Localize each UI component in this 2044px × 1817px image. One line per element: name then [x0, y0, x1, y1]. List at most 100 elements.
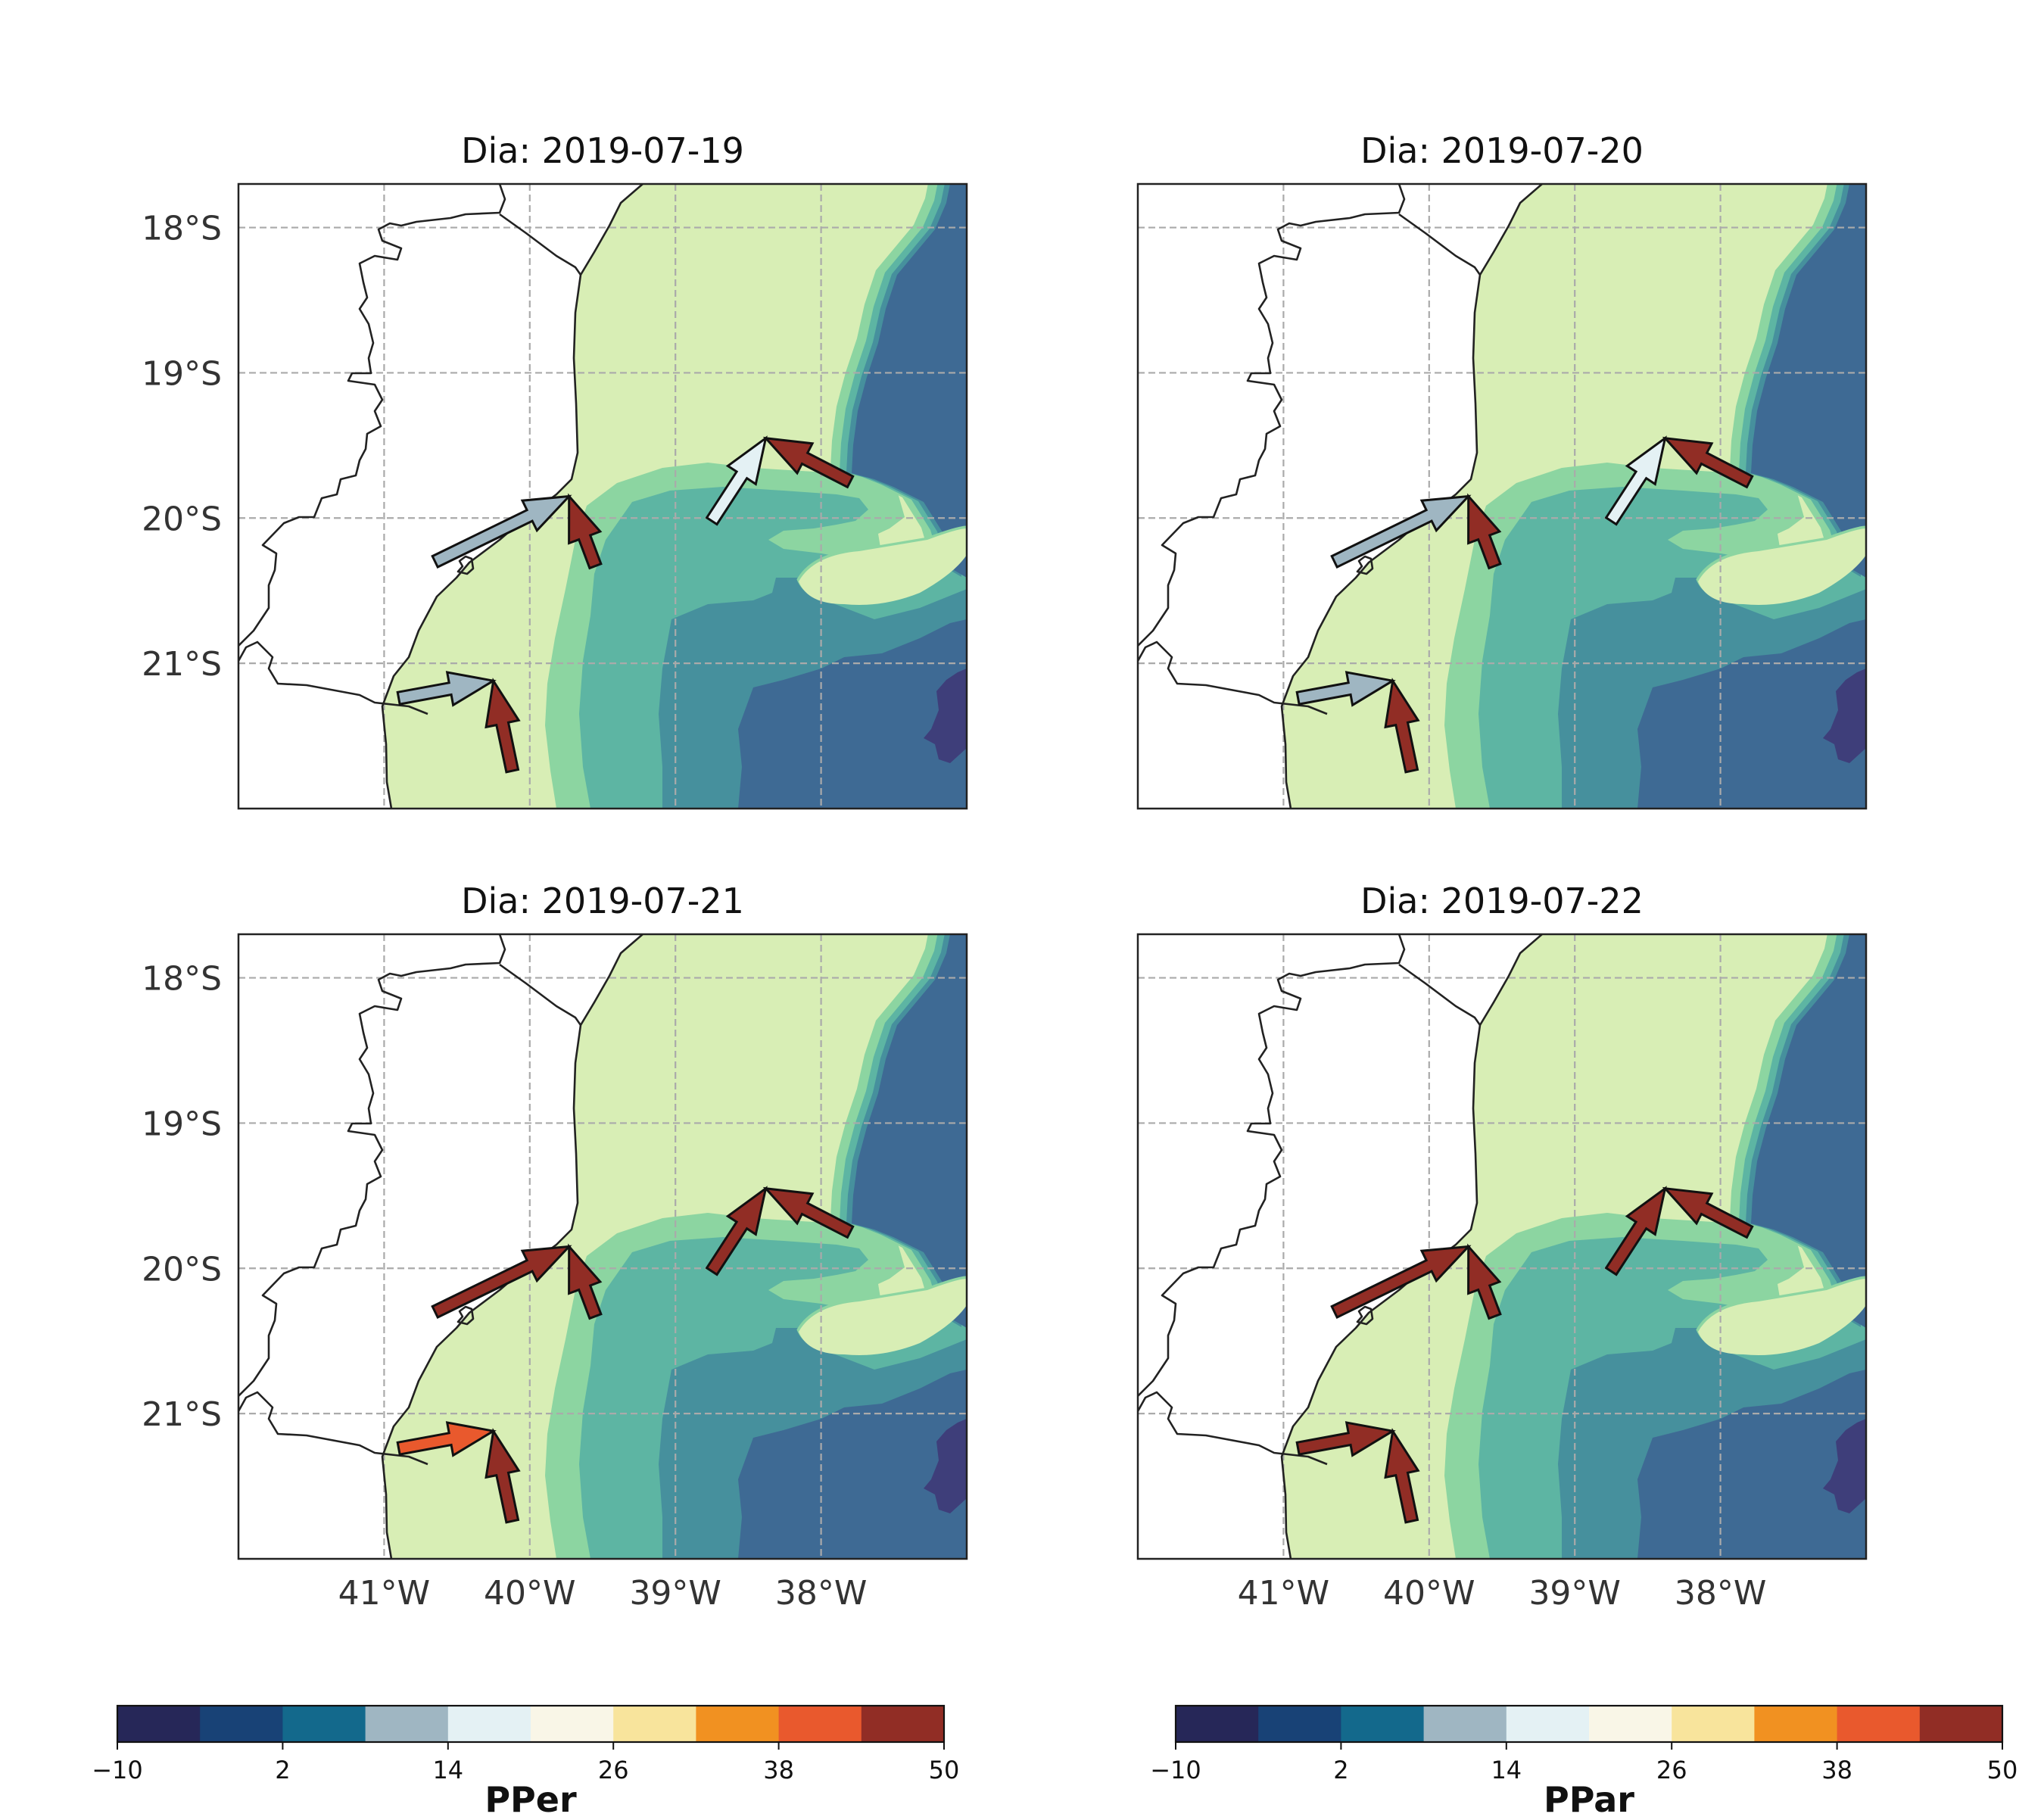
colorbar-tick-label: 38 — [1821, 1756, 1852, 1784]
state-border — [499, 963, 582, 1026]
lon-tick-label: 41°W — [338, 1574, 431, 1613]
deepest-patch — [924, 1419, 967, 1513]
colorbar-tick-label: 26 — [598, 1756, 629, 1784]
colorbars: −10 2 14 26 38 50 PPer −10 2 14 26 38 50 PPar — [92, 1704, 2018, 1817]
colorbar-swatch — [531, 1706, 614, 1742]
colorbar-swatch — [1837, 1706, 1921, 1742]
colorbar-tick-label: 14 — [1491, 1756, 1522, 1784]
open-ocean-south — [1637, 934, 1866, 1559]
state-border — [238, 640, 428, 715]
colorbar-swatch — [778, 1706, 862, 1742]
flow-arrow-6 — [485, 1428, 521, 1524]
lat-tick-label: 20°S — [142, 1250, 222, 1289]
lat-tick-label: 20°S — [142, 500, 222, 538]
map-panel-4: Dia: 2019-07-22 41°W 40°W 39°W 38°W — [1136, 880, 1868, 1613]
colorbar-swatch — [1919, 1706, 2003, 1742]
lon-tick-label: 40°W — [484, 1574, 576, 1613]
map-frame — [237, 182, 968, 810]
lat-tick-label: 18°S — [142, 960, 222, 999]
flow-arrow-6 — [485, 678, 521, 774]
colorbar-tick-label: 26 — [1656, 1756, 1687, 1784]
flow-arrow-6 — [1384, 1428, 1420, 1524]
flow-arrow-3 — [1604, 1186, 1667, 1276]
flow-arrow-5 — [396, 671, 497, 707]
bay-outline — [1356, 1305, 1374, 1326]
lon-tick-label: 39°W — [1528, 1574, 1621, 1613]
flow-arrow-5 — [396, 1421, 497, 1457]
colorbar-swatch — [861, 1706, 945, 1742]
colorbar-tick-label: −10 — [92, 1756, 143, 1784]
flow-arrow-1 — [1330, 1245, 1472, 1320]
colorbar-2: −10 2 14 26 38 50 PPar — [1150, 1704, 2018, 1817]
open-ocean-northeast — [852, 184, 967, 578]
gridlines — [1138, 934, 1866, 1559]
map-frame — [1136, 182, 1868, 810]
flow-arrow-2 — [1467, 1243, 1502, 1320]
lon-tick-label: 40°W — [1383, 1574, 1475, 1613]
colorbar-tick-label: 50 — [929, 1756, 960, 1784]
map-panel-1: Dia: 2019-07-19 18°S 19°S 20°S 21°S — [142, 130, 968, 810]
colorbar-frame — [116, 1704, 946, 1744]
panel-title: Dia: 2019-07-22 — [1360, 880, 1644, 921]
flow-arrow-6 — [1384, 678, 1420, 774]
flow-arrow-4 — [762, 436, 855, 489]
state-border — [1398, 963, 1482, 1026]
state-border — [238, 184, 506, 647]
plume — [1698, 1279, 1866, 1355]
state-border — [1138, 1391, 1328, 1466]
flow-arrow-4 — [1662, 436, 1754, 489]
lat-tick-label: 21°S — [142, 1395, 222, 1434]
flow-arrow-1 — [431, 494, 572, 569]
colorbar-swatch — [1341, 1706, 1425, 1742]
panel-title: Dia: 2019-07-19 — [461, 130, 744, 171]
flow-arrow-3 — [705, 1186, 768, 1276]
flow-arrow-3 — [705, 435, 768, 526]
lat-tick-label: 18°S — [142, 210, 222, 248]
flow-arrow-1 — [1330, 494, 1472, 569]
land — [1138, 934, 1542, 1559]
map-frame — [1136, 933, 1868, 1560]
colorbar-swatch — [1672, 1706, 1755, 1742]
gridlines — [238, 184, 967, 809]
colorbar-swatch — [117, 1706, 201, 1742]
colorbar-swatch — [696, 1706, 780, 1742]
gridlines — [238, 934, 967, 1559]
open-ocean-northeast — [1751, 934, 1866, 1328]
lat-tick-label: 19°S — [142, 354, 222, 393]
deepest-patch — [1823, 669, 1866, 763]
colorbar-tick-label: 2 — [1333, 1756, 1348, 1784]
colorbar-label: PPer — [485, 1779, 577, 1817]
open-ocean-northeast — [1751, 184, 1866, 578]
flow-arrow-2 — [568, 1243, 603, 1320]
colorbar-1: −10 2 14 26 38 50 PPer — [92, 1704, 960, 1817]
flow-arrows — [396, 1186, 855, 1524]
plume — [1698, 528, 1866, 605]
colorbar-frame — [1174, 1704, 2004, 1744]
map-panel-2: Dia: 2019-07-20 — [1136, 130, 1868, 810]
colorbar-swatch — [613, 1706, 696, 1742]
colorbar-tick-label: 38 — [763, 1756, 794, 1784]
colorbar-tick-label: −10 — [1150, 1756, 1201, 1784]
flow-arrow-5 — [1295, 1421, 1396, 1457]
flow-arrow-4 — [762, 1186, 855, 1239]
contour-field — [1138, 934, 1866, 1559]
flow-arrows — [1295, 435, 1754, 774]
flow-arrows — [396, 435, 855, 774]
flow-arrow-4 — [1662, 1186, 1754, 1239]
colorbar-swatch — [1506, 1706, 1590, 1742]
open-ocean-south — [738, 934, 967, 1559]
land — [238, 934, 643, 1559]
lon-tick-label: 38°W — [1675, 1574, 1767, 1613]
lat-tick-label: 21°S — [142, 645, 222, 684]
deepest-patch — [1823, 1419, 1866, 1513]
colorbar-tick-label: 2 — [275, 1756, 290, 1784]
plume — [799, 528, 967, 605]
contour-field — [1138, 184, 1866, 809]
state-border — [238, 1391, 428, 1466]
deepest-patch — [924, 669, 967, 763]
contour-field — [238, 934, 967, 1559]
lon-tick-label: 41°W — [1238, 1574, 1330, 1613]
land — [238, 184, 643, 809]
colorbar-swatch — [1258, 1706, 1341, 1742]
